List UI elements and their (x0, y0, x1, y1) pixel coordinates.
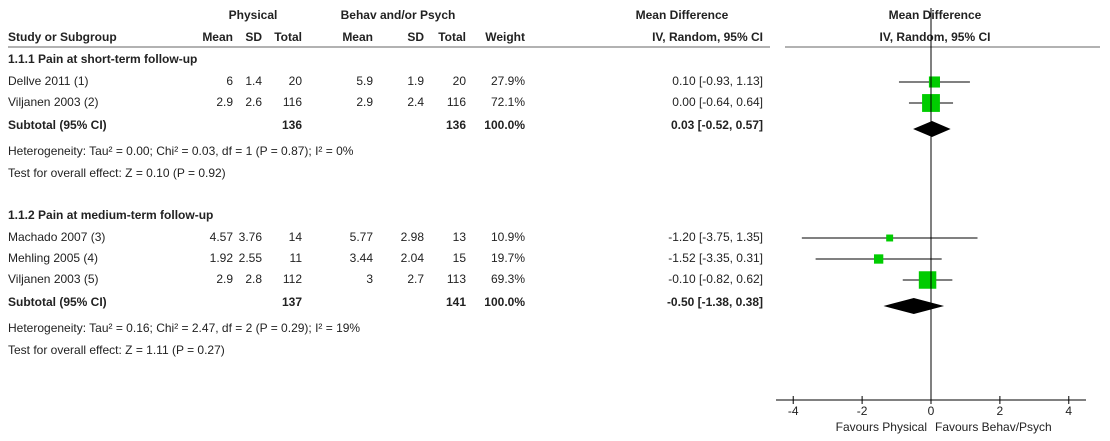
study-cell: 2.55 (239, 251, 263, 265)
study-cell: 2.8 (245, 272, 262, 286)
study-cell: 5.9 (356, 74, 373, 88)
study-cell: 2.4 (407, 95, 424, 109)
plot-header: IV, Random, 95% CI (880, 30, 991, 44)
ci-label: 0.10 [-0.93, 1.13] (672, 74, 763, 88)
column-header: Total (438, 30, 466, 44)
effect-square (918, 271, 937, 289)
subtotal-ci: 0.03 [-0.52, 0.57] (671, 118, 763, 132)
column-header: IV, Random, 95% CI (652, 30, 763, 44)
study-cell: 15 (453, 251, 467, 265)
study-cell: 20 (453, 74, 467, 88)
study-cell: 20 (289, 74, 303, 88)
study-cell: 2.9 (216, 95, 233, 109)
subtotal-ci: -0.50 [-1.38, 0.38] (667, 295, 763, 309)
study-cell: 14 (289, 230, 303, 244)
study-cell: 3 (366, 272, 373, 286)
weight: 27.9% (491, 74, 525, 88)
study-cell: 13 (453, 230, 467, 244)
study-cell: 1.9 (407, 74, 424, 88)
study-name: Viljanen 2003 (2) (8, 95, 99, 109)
column-header: Mean (202, 30, 233, 44)
study-name: Mehling 2005 (4) (8, 251, 98, 265)
column-header: Mean (342, 30, 373, 44)
ci-label: -1.52 [-3.35, 0.31] (668, 251, 763, 265)
x-tick-label: -2 (857, 404, 868, 418)
subtotal-weight: 100.0% (484, 118, 525, 132)
group-header: Behav and/or Psych (341, 8, 456, 22)
subtotal-total: 136 (282, 118, 302, 132)
subgroup-title: 1.1.1 Pain at short-term follow-up (8, 52, 197, 66)
study-name: Viljanen 2003 (5) (8, 272, 99, 286)
x-label-left: Favours Physical (836, 420, 927, 434)
ci-label: -1.20 [-3.75, 1.35] (668, 230, 763, 244)
effect-square (873, 254, 884, 264)
column-header: Total (274, 30, 302, 44)
subtotal-total: 136 (446, 118, 466, 132)
heterogeneity: Heterogeneity: Tau² = 0.16; Chi² = 2.47,… (8, 321, 360, 335)
group-header: Physical (229, 8, 278, 22)
column-header: SD (245, 30, 262, 44)
ci-label: -0.10 [-0.82, 0.62] (668, 272, 763, 286)
plot-header: Mean Difference (889, 8, 982, 22)
study-cell: 3.44 (350, 251, 374, 265)
column-header: Study or Subgroup (8, 30, 117, 44)
weight: 10.9% (491, 230, 525, 244)
study-cell: 112 (283, 272, 302, 286)
x-tick-label: -4 (788, 404, 799, 418)
study-name: Dellve 2011 (1) (8, 74, 88, 88)
weight: 72.1% (491, 95, 525, 109)
study-cell: 2.98 (401, 230, 425, 244)
study-cell: 6 (226, 74, 233, 88)
study-cell: 2.6 (245, 95, 262, 109)
subtotal-total: 137 (282, 295, 302, 309)
x-tick-label: 2 (997, 404, 1004, 418)
effect-square (886, 234, 894, 242)
overall-effect: Test for overall effect: Z = 0.10 (P = 0… (8, 166, 226, 180)
subtotal-total: 141 (446, 295, 466, 309)
weight: 19.7% (491, 251, 525, 265)
subtotal-diamond (883, 298, 945, 314)
subtotal-label: Subtotal (95% CI) (8, 295, 107, 309)
ci-label: 0.00 [-0.64, 0.64] (672, 95, 763, 109)
study-cell: 2.04 (401, 251, 425, 265)
subtotal-diamond (913, 121, 951, 137)
study-cell: 2.9 (356, 95, 373, 109)
study-cell: 1.4 (245, 74, 262, 88)
subgroup-title: 1.1.2 Pain at medium-term follow-up (8, 208, 213, 222)
study-cell: 116 (283, 95, 302, 109)
subtotal-weight: 100.0% (484, 295, 525, 309)
study-cell: 2.7 (407, 272, 424, 286)
study-name: Machado 2007 (3) (8, 230, 105, 244)
study-cell: 1.92 (210, 251, 234, 265)
study-cell: 5.77 (350, 230, 374, 244)
weight: 69.3% (491, 272, 525, 286)
study-cell: 4.57 (210, 230, 234, 244)
effect-header: Mean Difference (636, 8, 729, 22)
x-tick-label: 4 (1065, 404, 1072, 418)
study-cell: 113 (447, 272, 466, 286)
subtotal-label: Subtotal (95% CI) (8, 118, 107, 132)
column-header: SD (407, 30, 424, 44)
study-cell: 11 (290, 251, 303, 265)
heterogeneity: Heterogeneity: Tau² = 0.00; Chi² = 0.03,… (8, 144, 354, 158)
overall-effect: Test for overall effect: Z = 1.11 (P = 0… (8, 343, 225, 357)
x-tick-label: 0 (928, 404, 935, 418)
study-cell: 2.9 (216, 272, 233, 286)
study-cell: 3.76 (239, 230, 263, 244)
column-header: Weight (485, 30, 525, 44)
study-cell: 116 (447, 95, 466, 109)
effect-square (928, 76, 940, 88)
x-label-right: Favours Behav/Psych (935, 420, 1052, 434)
